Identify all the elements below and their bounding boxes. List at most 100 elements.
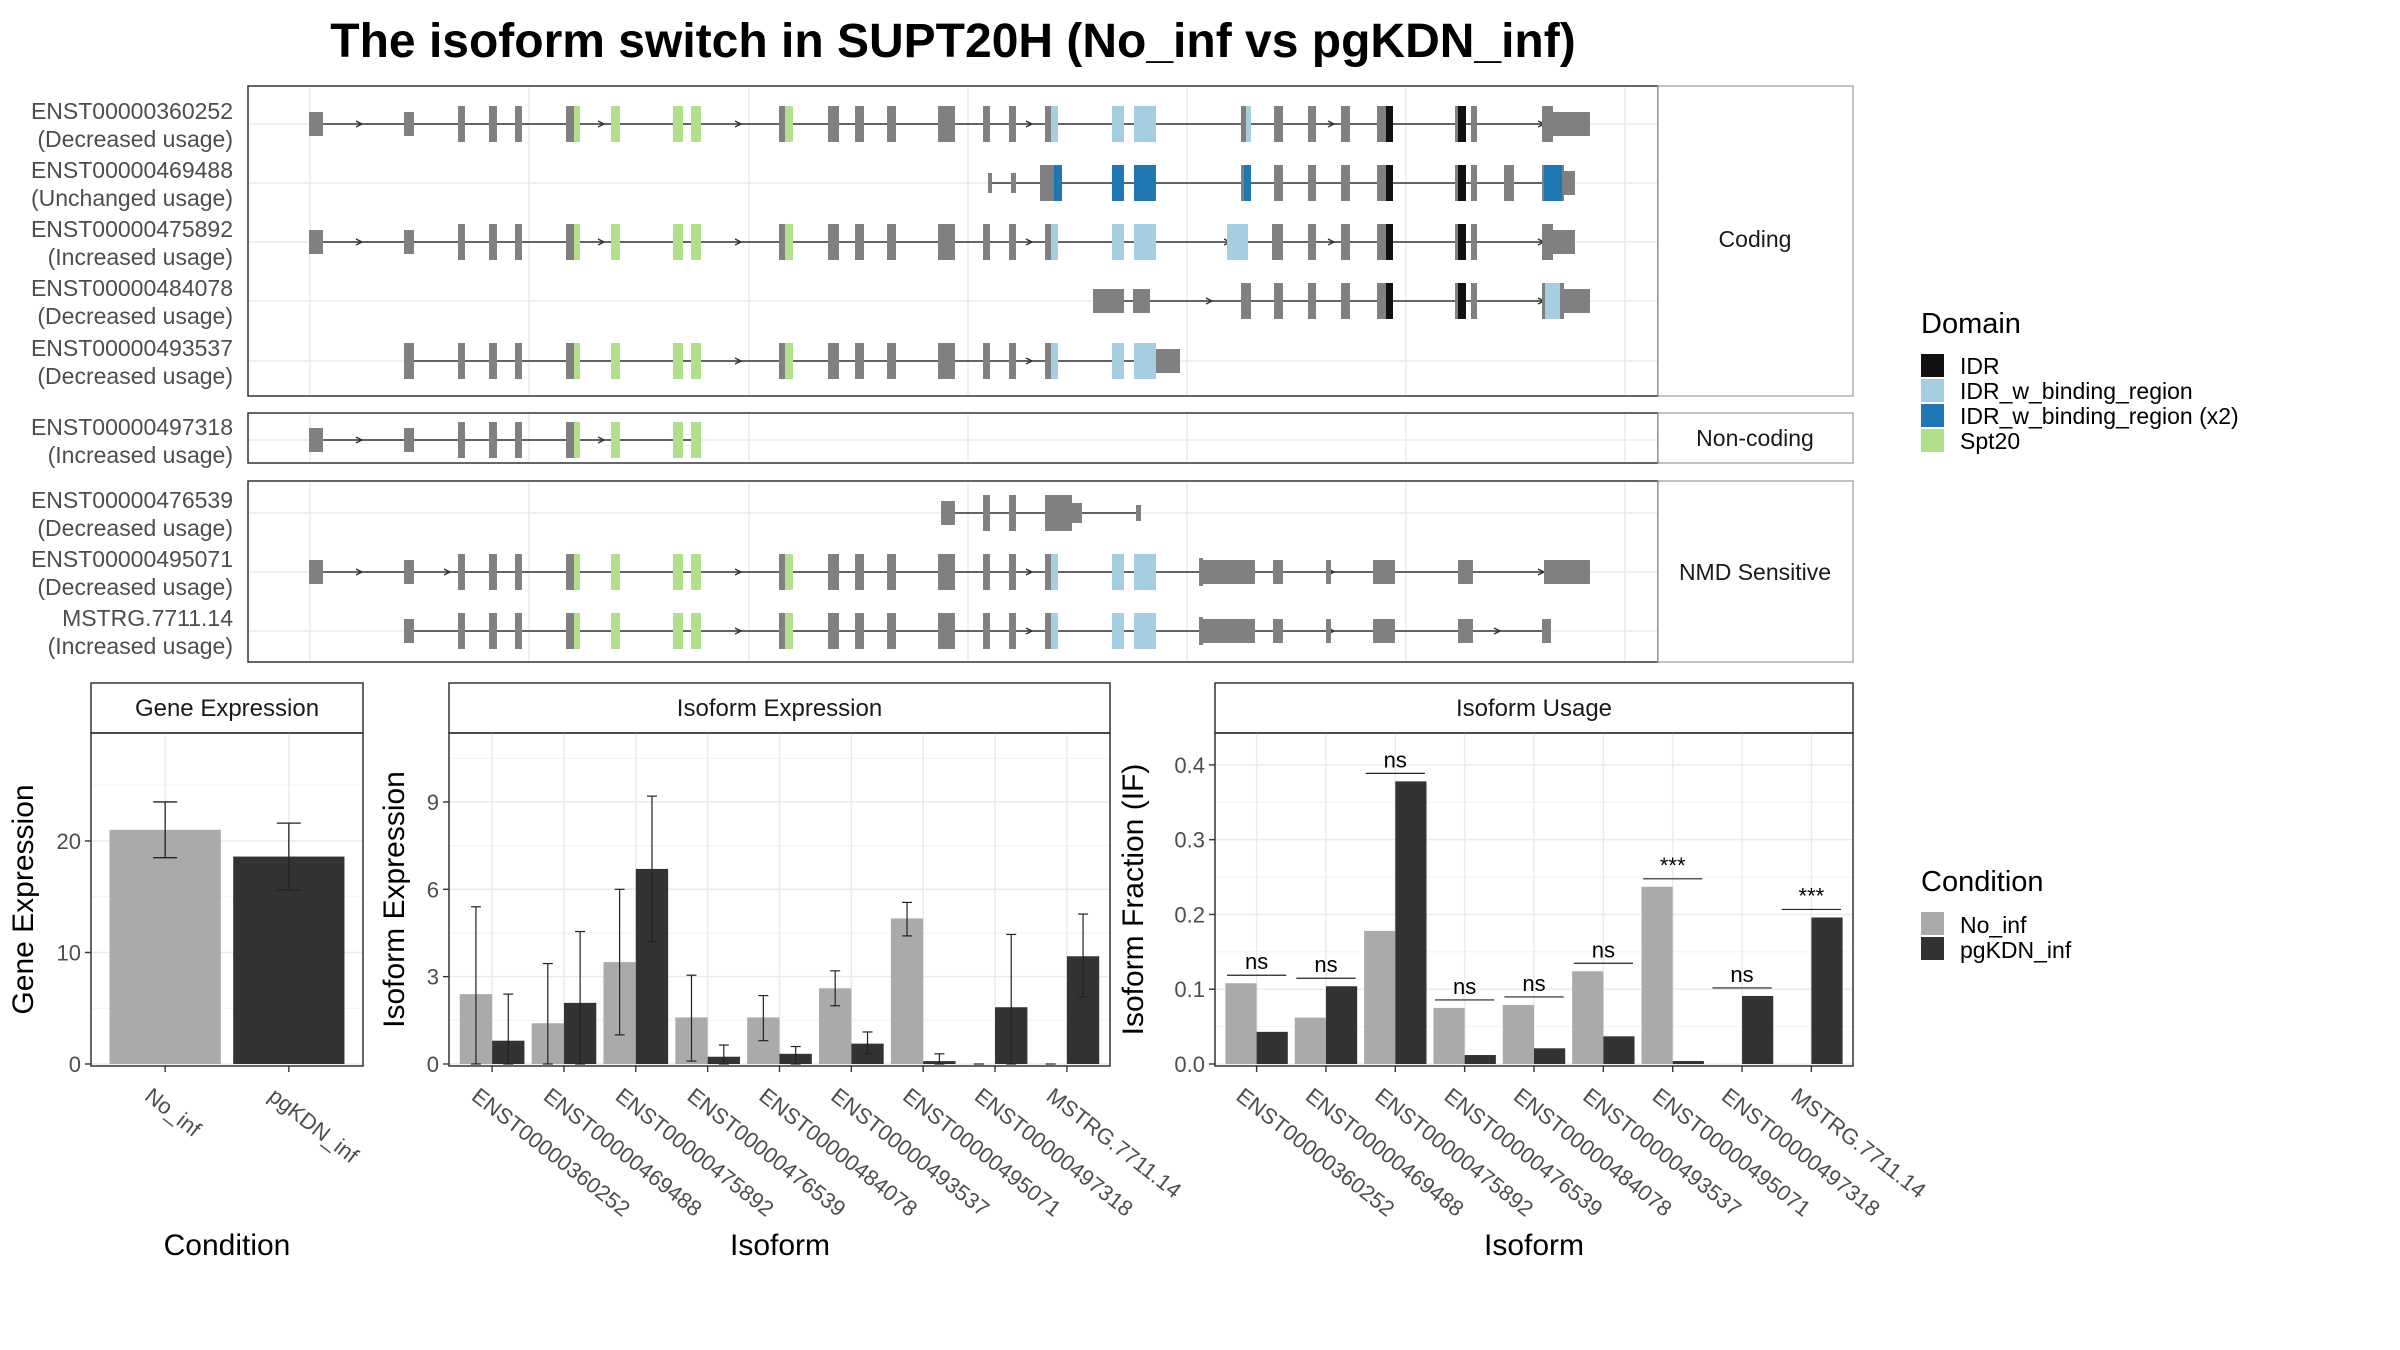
- exon-block: [309, 230, 323, 254]
- transcript-usage-label: (Increased usage): [48, 244, 233, 270]
- exon-block: [309, 428, 323, 452]
- bar-no_inf: [1502, 1004, 1534, 1064]
- exon-block: [828, 106, 839, 142]
- transcript-usage-label: (Unchanged usage): [31, 185, 233, 211]
- bar-no_inf: [890, 918, 924, 1064]
- coding-strip-label: Coding: [1719, 226, 1792, 252]
- bar-pgkdn_inf: [1325, 986, 1358, 1064]
- domain-block: [1051, 613, 1058, 649]
- transcript-usage-label: (Decreased usage): [37, 303, 233, 329]
- intron-direction-arrow: [734, 568, 743, 576]
- bar-panel-isoform-usage: Isoform Usage 0.0 0.1 0.2 0.3 0.4 ns ns ns ns ns ns…: [1117, 682, 1931, 1262]
- exon-block: [1341, 224, 1350, 260]
- exon-block: [1504, 165, 1514, 201]
- significance-label: ns: [1384, 747, 1407, 772]
- condition-label-no-inf: No_inf: [1960, 912, 2027, 938]
- y-tick-label: 20: [57, 829, 81, 854]
- exon-block: [458, 554, 465, 590]
- bar-no_inf: [1572, 971, 1604, 1064]
- domain-block: [1458, 106, 1466, 142]
- domain-block: [611, 224, 620, 260]
- intron-direction-arrow: [1493, 627, 1502, 635]
- domain-block: [1458, 283, 1466, 319]
- bar-pgkdn_inf: [1464, 1055, 1496, 1064]
- y-tick-label: 0.2: [1174, 902, 1205, 927]
- domain-block: [1544, 165, 1562, 201]
- exon-block: [887, 224, 896, 260]
- intron-direction-arrow: [597, 436, 606, 444]
- significance-label: ns: [1453, 974, 1476, 999]
- domain-block: [1227, 224, 1248, 260]
- domain-block: [691, 343, 701, 379]
- domain-swatch-idr-binding: [1921, 379, 1944, 402]
- transcript-track: [941, 495, 1141, 531]
- exon-block: [458, 224, 465, 260]
- exon-block: [1308, 224, 1316, 260]
- domain-block: [695, 422, 701, 458]
- exon-block: [855, 224, 864, 260]
- bar-no_inf: [1433, 1007, 1465, 1064]
- exon-block: [404, 560, 414, 584]
- nmd-strip-label: NMD Sensitive: [1679, 559, 1831, 585]
- domain-block: [1112, 106, 1124, 142]
- x-axis-title: Isoform: [1484, 1229, 1584, 1262]
- exon-block: [1199, 558, 1203, 586]
- intron-direction-arrow: [1025, 357, 1034, 365]
- y-tick-label: 0.4: [1174, 753, 1205, 778]
- bar-no_inf: [1294, 1017, 1326, 1064]
- bar-panel-gene-expression: Gene Expression 0 10 20 No_inf pgKDN_inf Condi…: [7, 682, 364, 1262]
- transcript-id-label: ENST00000360252: [31, 98, 233, 124]
- exon-block: [1072, 503, 1082, 523]
- domain-block: [574, 106, 580, 142]
- domain-block: [1112, 224, 1124, 260]
- transcript-id-label: MSTRG.7711.14: [62, 605, 233, 631]
- exon-block: [1011, 173, 1016, 193]
- exon-block: [828, 343, 839, 379]
- exon-block: [1274, 283, 1283, 319]
- exon-block: [1308, 165, 1316, 201]
- exon-block: [1199, 617, 1203, 645]
- exon-block: [855, 343, 864, 379]
- exon-block: [1009, 495, 1016, 531]
- domain-block: [611, 554, 620, 590]
- domain-block: [1051, 106, 1058, 142]
- condition-swatch-pgkdn-inf: [1921, 937, 1944, 960]
- transcript-track: [988, 165, 1575, 201]
- intron-direction-arrow: [1025, 120, 1034, 128]
- bar-pgkdn_inf: [1603, 1036, 1635, 1064]
- domain-block: [785, 343, 793, 379]
- intron-direction-arrow: [1327, 238, 1336, 246]
- exon-block: [983, 495, 990, 531]
- y-tick-label: 6: [427, 877, 439, 902]
- domain-block: [1134, 106, 1156, 142]
- transcript-track: [404, 613, 1551, 649]
- exon-block: [309, 112, 323, 136]
- exon-block: [887, 613, 896, 649]
- domain-block: [1112, 613, 1124, 649]
- y-tick-label: 0: [69, 1052, 81, 1077]
- transcript-track: [1093, 283, 1590, 319]
- domain-block: [1134, 613, 1156, 649]
- exon-block: [458, 613, 465, 649]
- exon-block: [1341, 283, 1350, 319]
- domain-block: [1386, 165, 1393, 201]
- bar-panel-isoform-expression: Isoform Expression0369ENST00000360252ENS…: [378, 682, 1186, 1262]
- domain-block: [673, 343, 683, 379]
- exon-block: [1045, 495, 1072, 531]
- bar-no_inf: [109, 829, 221, 1064]
- exon-block: [458, 106, 465, 142]
- exon-block: [938, 343, 955, 379]
- exon-block: [1542, 106, 1553, 142]
- transcript-id-label: ENST00000497318: [31, 414, 233, 440]
- domain-block: [1134, 165, 1156, 201]
- intron-direction-arrow: [355, 436, 364, 444]
- y-tick-label: 10: [57, 940, 81, 965]
- transcript-usage-label: (Decreased usage): [37, 126, 233, 152]
- domain-label-idr: IDR: [1960, 353, 2000, 379]
- domain-block: [1386, 283, 1393, 319]
- nmd-strip: [1657, 480, 1854, 663]
- condition-legend-title: Condition: [1921, 866, 2044, 898]
- exon-block: [1203, 619, 1255, 643]
- significance-label: ns: [1730, 962, 1753, 987]
- exon-block: [515, 613, 522, 649]
